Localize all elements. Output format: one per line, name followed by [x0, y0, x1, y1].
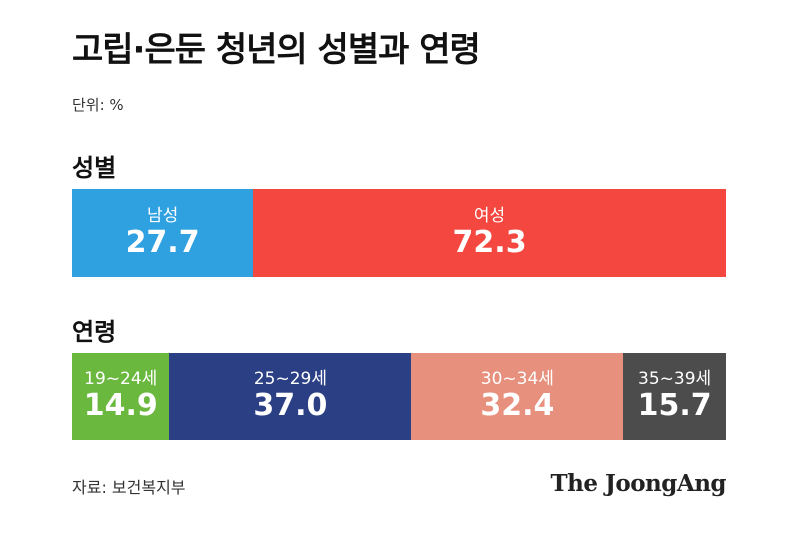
age-value-label: 37.0 — [253, 388, 328, 424]
age-segment: 25~29세 37.0 — [169, 353, 412, 440]
brand-logo: The JoongAng — [550, 470, 727, 497]
age-value-label: 14.9 — [83, 388, 158, 424]
age-category-label: 25~29세 — [253, 369, 327, 390]
chart-title: 고립·은둔 청년의 성별과 연령 — [72, 30, 481, 70]
age-category-label: 30~34세 — [480, 369, 554, 390]
gender-segment: 남성 27.7 — [72, 189, 254, 277]
unit-label: 단위: % — [72, 96, 124, 114]
gender-section-label: 성별 — [72, 154, 117, 182]
gender-category-label: 여성 — [473, 205, 506, 226]
gender-segment: 여성 72.3 — [253, 189, 726, 277]
age-category-label: 19~24세 — [84, 369, 158, 390]
age-segment: 30~34세 32.4 — [411, 353, 624, 440]
age-value-label: 32.4 — [480, 388, 555, 424]
gender-value-label: 72.3 — [452, 224, 527, 260]
age-segment: 35~39세 15.7 — [623, 353, 726, 440]
source-note: 자료: 보건복지부 — [72, 478, 186, 497]
gender-value-label: 27.7 — [125, 224, 200, 260]
age-value-label: 15.7 — [637, 388, 712, 424]
age-bar: 19~24세 14.9 25~29세 37.0 30~34세 32.4 35~39세 15.7 — [72, 353, 726, 440]
age-section-label: 연령 — [72, 318, 117, 346]
age-segment: 19~24세 14.9 — [72, 353, 170, 440]
gender-category-label: 남성 — [146, 205, 179, 226]
gender-bar: 남성 27.7 여성 72.3 — [72, 189, 726, 277]
age-category-label: 35~39세 — [638, 369, 712, 390]
